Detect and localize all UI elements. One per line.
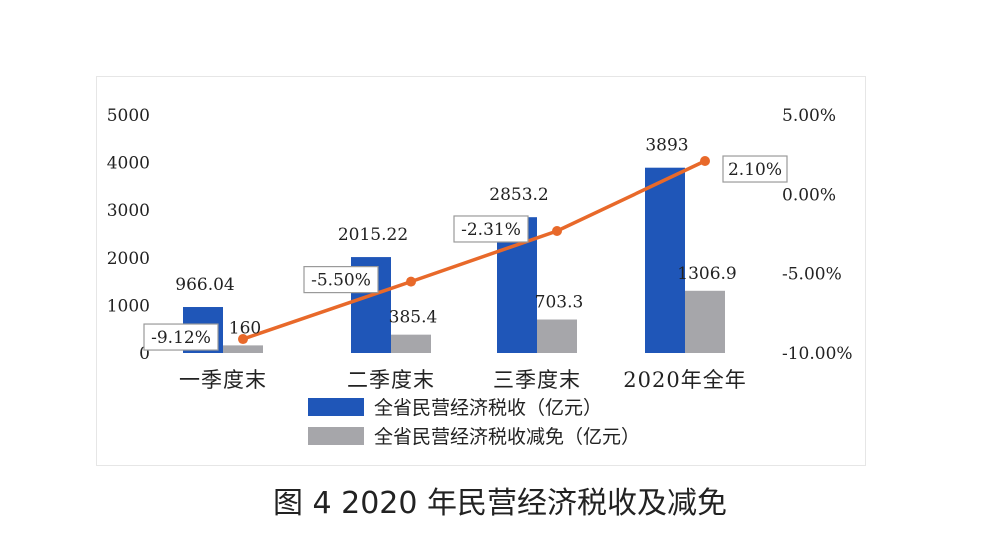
tax-relief-value-label: 1306.9 <box>677 264 736 284</box>
right-axis-tick-label: -5.00% <box>782 265 842 285</box>
category-label: 三季度末 <box>493 368 581 392</box>
tax-value-label: 2853.2 <box>489 185 548 205</box>
category-label: 二季度末 <box>347 368 435 392</box>
growth-value-label: -2.31% <box>461 220 521 240</box>
tax-relief-bar <box>685 290 725 353</box>
tax-relief-value-label: 385.4 <box>389 308 438 328</box>
tax-relief-value-label: 703.3 <box>535 293 584 313</box>
figure-caption: 图 4 2020 年民营经济税收及减免 <box>272 486 728 521</box>
tax-relief-value-label: 160 <box>229 318 261 338</box>
growth-label-box <box>722 155 788 183</box>
growth-line <box>242 159 706 341</box>
category-label: 一季度末 <box>179 368 267 392</box>
left-axis-tick-label: 5000 <box>107 106 150 126</box>
tax-relief-bar <box>537 319 577 353</box>
legend-swatch <box>308 427 364 445</box>
growth-value-label: 2.10% <box>728 160 782 180</box>
growth-label-box <box>143 323 219 351</box>
tax-value-label: 966.04 <box>175 275 234 295</box>
left-axis-tick-label: 4000 <box>107 154 150 174</box>
left-axis-tick-label: 2000 <box>107 249 150 269</box>
left-axis-tick-label: 0 <box>139 344 150 364</box>
growth-point <box>552 225 562 236</box>
growth-point <box>238 334 248 345</box>
growth-point <box>700 156 710 167</box>
category-label: 2020年全年 <box>623 368 746 392</box>
tax-value-label: 2015.22 <box>338 225 408 245</box>
right-axis-tick-label: -10.00% <box>782 344 853 364</box>
growth-label-box <box>453 215 529 243</box>
chart-frame <box>96 76 866 466</box>
legend-swatch <box>308 398 364 416</box>
tax-value-label: 3893 <box>645 136 688 156</box>
right-axis-tick-label: 0.00% <box>782 185 836 205</box>
growth-point <box>406 276 416 287</box>
right-axis-tick-label: 5.00% <box>782 106 836 126</box>
growth-value-label: -9.12% <box>151 328 211 348</box>
tax-relief-bar <box>391 334 431 353</box>
legend-label: 全省民营经济税收（亿元） <box>374 397 602 419</box>
growth-label-box <box>303 266 379 294</box>
legend-label: 全省民营经济税收减免（亿元） <box>374 426 640 448</box>
left-axis-tick-label: 1000 <box>107 296 150 316</box>
growth-value-label: -5.50% <box>311 271 371 291</box>
tax-relief-bar <box>223 345 263 353</box>
left-axis-tick-label: 3000 <box>107 201 150 221</box>
tax-bar <box>645 167 685 353</box>
